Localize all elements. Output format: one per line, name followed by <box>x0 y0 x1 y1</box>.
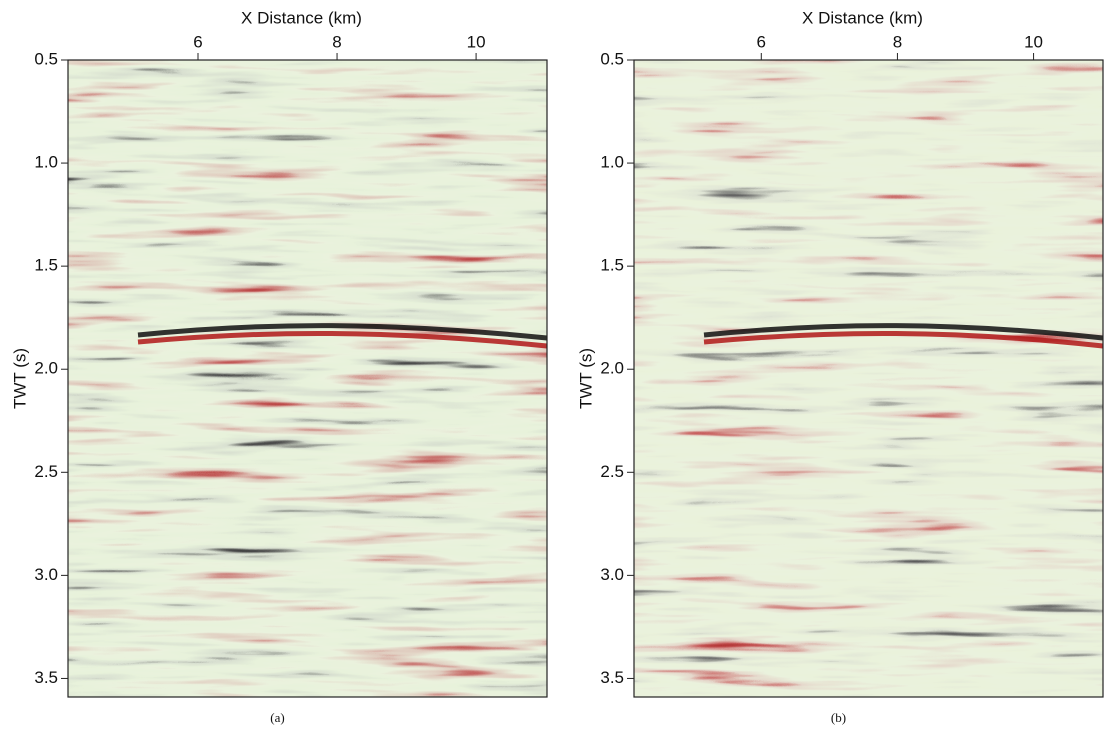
y-tick-label: 2.5 <box>600 462 624 481</box>
x-tick-label: 8 <box>332 32 341 51</box>
y-tick-label: 3.0 <box>600 565 624 584</box>
reflector <box>703 330 1104 349</box>
seismic-texture <box>634 60 1103 697</box>
x-axis-label: X Distance (km) <box>802 8 923 27</box>
y-tick-label: 2.5 <box>34 462 58 481</box>
caption: (b) <box>831 710 846 725</box>
y-tick-label: 3.5 <box>34 668 58 687</box>
y-axis-label: TWT (s) <box>576 348 595 409</box>
panel: 6 8 10 0.5 1.0 1.5 2.0 2.5 3.0 3.5 X Distance (km)… <box>576 8 1104 725</box>
seismic-texture <box>68 60 547 697</box>
panel: 6 8 10 0.5 1.0 1.5 2.0 2.5 3.0 3.5 X Distance (km)… <box>10 8 548 725</box>
x-tick-label: 6 <box>193 32 202 51</box>
caption: (a) <box>270 710 284 725</box>
y-tick-label: 2.0 <box>600 359 624 378</box>
plot-frame <box>67 59 548 698</box>
y-tick-label: 3.5 <box>600 668 624 687</box>
y-tick-label: 1.0 <box>34 153 58 172</box>
x-axis-label: X Distance (km) <box>241 8 362 27</box>
x-tick-label: 6 <box>757 32 766 51</box>
y-tick-label: 1.5 <box>600 256 624 275</box>
y-axis-label: TWT (s) <box>10 348 29 409</box>
y-tick-label: 3.0 <box>34 565 58 584</box>
x-tick-label: 10 <box>467 32 486 51</box>
y-tick-label: 1.0 <box>600 153 624 172</box>
y-tick-label: 0.5 <box>34 49 58 68</box>
plot-frame <box>633 59 1104 698</box>
reflector <box>703 323 1104 341</box>
y-tick-label: 1.5 <box>34 256 58 275</box>
reflector <box>137 330 548 349</box>
x-tick-label: 8 <box>893 32 902 51</box>
x-tick-label: 10 <box>1024 32 1043 51</box>
y-tick-label: 0.5 <box>600 49 624 68</box>
reflector <box>137 323 548 341</box>
y-tick-label: 2.0 <box>34 359 58 378</box>
